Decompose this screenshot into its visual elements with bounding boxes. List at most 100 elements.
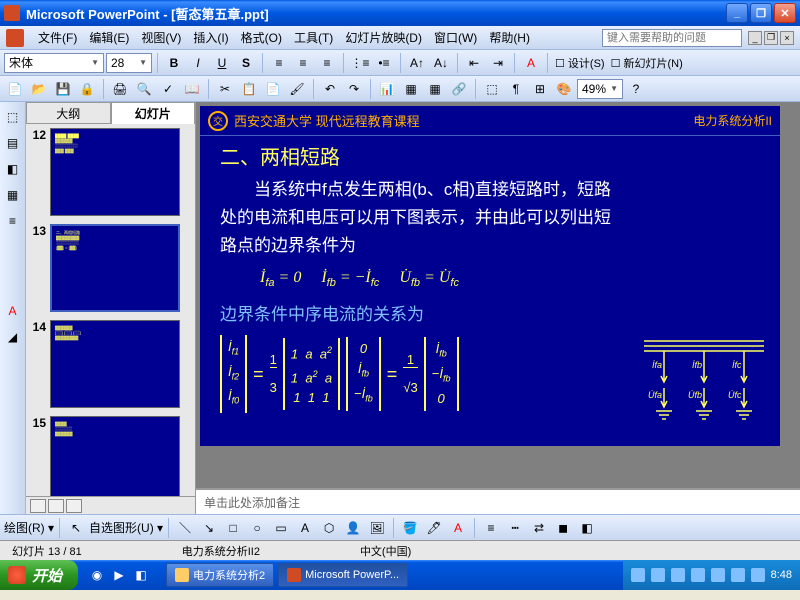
slideshow-view-button[interactable]	[66, 499, 82, 513]
expand-button[interactable]: ⬚	[481, 78, 503, 100]
clock[interactable]: 8:48	[771, 569, 792, 581]
normal-view-button[interactable]	[30, 499, 46, 513]
font-color-button-2[interactable]: A	[447, 517, 469, 539]
tray-icon[interactable]	[731, 568, 745, 582]
undo-button[interactable]: ↶	[319, 78, 341, 100]
quicklaunch-2[interactable]: ▶	[108, 564, 130, 586]
research-button[interactable]: 📖	[181, 78, 203, 100]
grid-button[interactable]: ⊞	[529, 78, 551, 100]
color-button[interactable]: 🎨	[553, 78, 575, 100]
line-button[interactable]: ＼	[174, 517, 196, 539]
clipart-button[interactable]: 👤	[342, 517, 364, 539]
copy-button[interactable]: 📋	[238, 78, 260, 100]
tool-6[interactable]: A	[2, 300, 24, 322]
increase-font-button[interactable]: A↑	[406, 52, 428, 74]
quicklaunch-1[interactable]: ◉	[86, 564, 108, 586]
align-center-button[interactable]: ≡	[292, 52, 314, 74]
decrease-font-button[interactable]: A↓	[430, 52, 452, 74]
help-search-input[interactable]	[602, 29, 742, 47]
sorter-view-button[interactable]	[48, 499, 64, 513]
line-style-button[interactable]: ≡	[480, 517, 502, 539]
outline-tool[interactable]: ⬚	[2, 106, 24, 128]
tool-3[interactable]: ◧	[2, 158, 24, 180]
autoshape-menu[interactable]: 自选图形(U) ▾	[89, 519, 163, 536]
thumbnail[interactable]: ▓▓▓▓░░░░░░▓▓▓▓▓▓	[50, 416, 180, 496]
shadow-button[interactable]: S	[235, 52, 257, 74]
new-button[interactable]: 📄	[4, 78, 26, 100]
font-selector[interactable]: 宋体▼	[4, 53, 104, 73]
tool-4[interactable]: ▦	[2, 184, 24, 206]
chart-button[interactable]: 📊	[376, 78, 398, 100]
thumb-row[interactable]: 14 ▓▓▓▓▓▓[░░] [░░] [░░]▓▓▓▓▓▓▓▓	[30, 320, 191, 408]
maximize-button[interactable]: ❐	[750, 3, 772, 23]
show-formatting-button[interactable]: ¶	[505, 78, 527, 100]
italic-button[interactable]: I	[187, 52, 209, 74]
underline-button[interactable]: U	[211, 52, 233, 74]
hyperlink-button[interactable]: 🔗	[448, 78, 470, 100]
task-item[interactable]: 电力系统分析2	[166, 563, 274, 587]
picture-button[interactable]: 🖼	[366, 517, 388, 539]
shadow-style-button[interactable]: ◼	[552, 517, 574, 539]
slide-canvas[interactable]: 交 西安交通大学 现代远程教育课程 电力系统分析II 二、两相短路 当系统中f点…	[196, 102, 800, 488]
tables-borders-button[interactable]: ▦	[424, 78, 446, 100]
tray-icon[interactable]	[631, 568, 645, 582]
mdi-close[interactable]: ×	[780, 31, 794, 45]
save-button[interactable]: 💾	[52, 78, 74, 100]
menu-edit[interactable]: 编辑(E)	[83, 27, 135, 48]
thumbnail[interactable]: ████ ████▓▓▓▓▓▓░░░░░░░░▓▓▓ ▓▓▓	[50, 128, 180, 216]
minimize-button[interactable]: _	[726, 3, 748, 23]
thumb-row[interactable]: 15 ▓▓▓▓░░░░░░▓▓▓▓▓▓	[30, 416, 191, 496]
tray-icon[interactable]	[651, 568, 665, 582]
quicklaunch-3[interactable]: ◧	[130, 564, 152, 586]
zoom-selector[interactable]: 49%▼	[577, 79, 623, 99]
menu-tools[interactable]: 工具(T)	[288, 27, 339, 48]
tab-slides[interactable]: 幻灯片	[111, 102, 196, 124]
textbox-button[interactable]: ▭	[270, 517, 292, 539]
format-painter-button[interactable]: 🖌	[286, 78, 308, 100]
new-slide-button[interactable]: ☐ 新幻灯片(N)	[609, 55, 685, 71]
oval-button[interactable]: ○	[246, 517, 268, 539]
tray-icon[interactable]	[691, 568, 705, 582]
thumb-row[interactable]: 13 二、两相短路▓▓▓▓▓▓▓▓░░░░░░░░[▓▓] = [▓▓]	[30, 224, 191, 312]
mdi-minimize[interactable]: _	[748, 31, 762, 45]
font-color-button[interactable]: A	[520, 52, 542, 74]
menu-view[interactable]: 视图(V)	[135, 27, 187, 48]
select-button[interactable]: ↖	[65, 517, 87, 539]
start-button[interactable]: 开始	[0, 560, 78, 590]
arrow-style-button[interactable]: ⇄	[528, 517, 550, 539]
menu-slideshow[interactable]: 幻灯片放映(D)	[339, 27, 428, 48]
tray-icon[interactable]	[671, 568, 685, 582]
tool-7[interactable]: ◢	[2, 326, 24, 348]
bold-button[interactable]: B	[163, 52, 185, 74]
redo-button[interactable]: ↷	[343, 78, 365, 100]
preview-button[interactable]: 🔍	[133, 78, 155, 100]
menu-file[interactable]: 文件(F)	[32, 27, 83, 48]
3d-style-button[interactable]: ◧	[576, 517, 598, 539]
task-item[interactable]: Microsoft PowerP...	[278, 563, 408, 587]
notes-pane[interactable]: 单击此处添加备注	[196, 488, 800, 514]
draw-menu[interactable]: 绘图(R) ▾	[4, 519, 54, 536]
fill-color-button[interactable]: 🪣	[399, 517, 421, 539]
numbering-button[interactable]: ⋮≡	[349, 52, 371, 74]
permission-button[interactable]: 🔒	[76, 78, 98, 100]
paste-button[interactable]: 📄	[262, 78, 284, 100]
arrow-button[interactable]: ↘	[198, 517, 220, 539]
tool-5[interactable]: ≡	[2, 210, 24, 232]
cut-button[interactable]: ✂	[214, 78, 236, 100]
increase-indent-button[interactable]: ⇥	[487, 52, 509, 74]
design-button[interactable]: ☐ 设计(S)	[553, 55, 607, 71]
wordart-button[interactable]: A	[294, 517, 316, 539]
table-button[interactable]: ▦	[400, 78, 422, 100]
dash-style-button[interactable]: ┅	[504, 517, 526, 539]
bullets-button[interactable]: •≡	[373, 52, 395, 74]
line-color-button[interactable]: 🖊	[423, 517, 445, 539]
menu-help[interactable]: 帮助(H)	[483, 27, 536, 48]
thumbnail[interactable]: ▓▓▓▓▓▓[░░] [░░] [░░]▓▓▓▓▓▓▓▓	[50, 320, 180, 408]
menu-insert[interactable]: 插入(I)	[187, 27, 234, 48]
volume-icon[interactable]	[751, 568, 765, 582]
fontsize-selector[interactable]: 28▼	[106, 53, 152, 73]
slides-tool[interactable]: ▤	[2, 132, 24, 154]
thumbnail[interactable]: 二、两相短路▓▓▓▓▓▓▓▓░░░░░░░░[▓▓] = [▓▓]	[50, 224, 180, 312]
mdi-restore[interactable]: ❐	[764, 31, 778, 45]
align-right-button[interactable]: ≡	[316, 52, 338, 74]
